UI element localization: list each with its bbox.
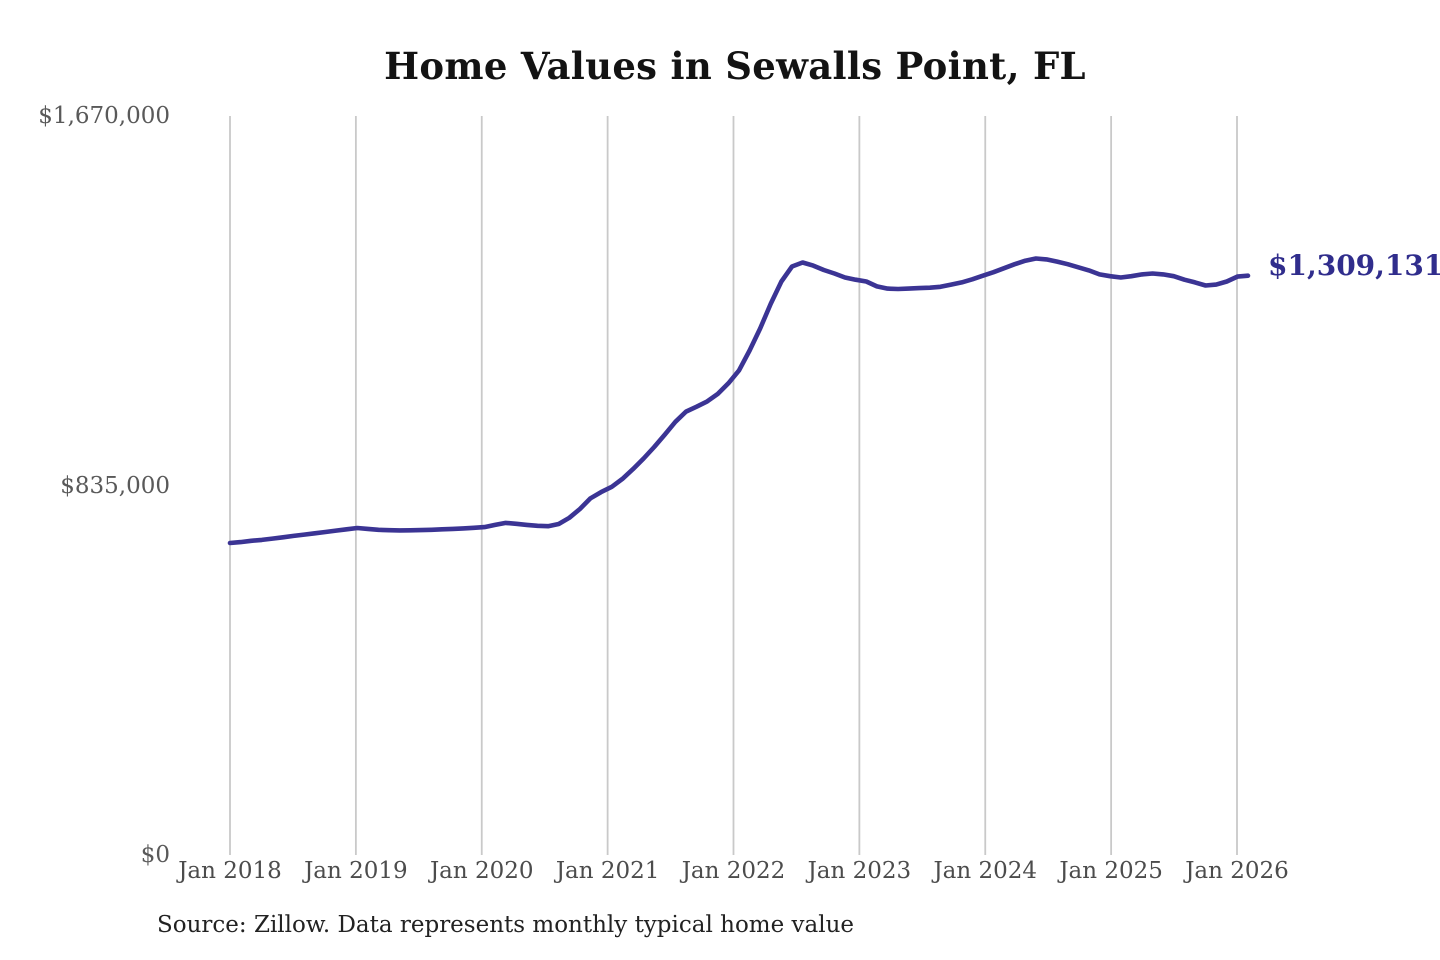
latest-value-label: $1,309,131 [1268, 248, 1440, 282]
y-axis-label: $0 [140, 842, 170, 868]
x-axis-label: Jan 2018 [178, 858, 282, 884]
x-axis-label: Jan 2022 [681, 858, 786, 884]
x-axis-label: Jan 2026 [1185, 858, 1289, 884]
x-axis-label: Jan 2024 [933, 858, 1038, 884]
x-axis-label: Jan 2019 [304, 858, 408, 884]
home-value-line [227, 256, 1251, 546]
chart-title: Home Values in Sewalls Point, FL [384, 44, 1086, 88]
y-axis-label: $835,000 [60, 472, 170, 499]
x-axis-label: Jan 2023 [807, 858, 912, 884]
source-note: Source: Zillow. Data represents monthly … [157, 912, 855, 938]
y-axis-label: $1,670,000 [38, 103, 170, 129]
x-axis-label: Jan 2025 [1059, 858, 1163, 884]
x-axis-label: Jan 2021 [555, 858, 660, 884]
x-axis-label: Jan 2020 [429, 858, 534, 884]
